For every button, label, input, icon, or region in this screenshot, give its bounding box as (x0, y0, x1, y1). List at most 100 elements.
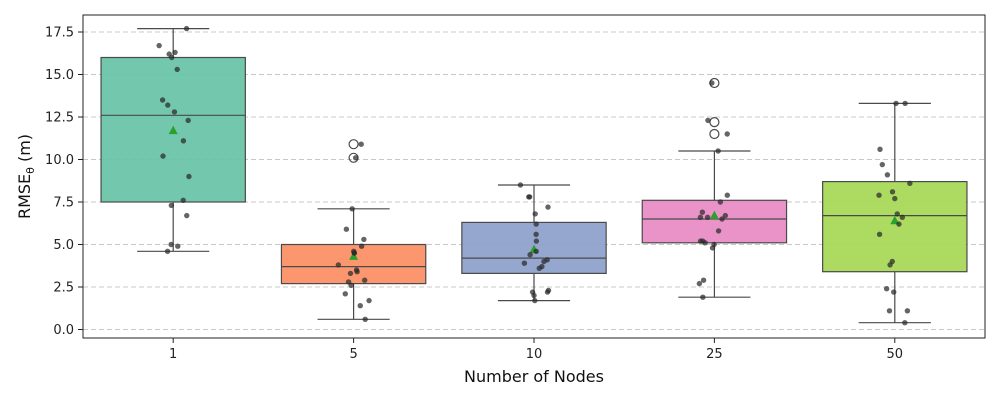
y-axis-label: RMSEθ (m) (15, 134, 37, 219)
strip-point (342, 291, 348, 297)
boxes (100, 28, 968, 324)
strip-point (348, 282, 354, 288)
x-axis-label: Number of Nodes (464, 367, 604, 386)
strip-point (349, 206, 355, 212)
x-tick-label: 25 (706, 347, 723, 362)
strip-point (517, 182, 524, 188)
y-axis-label-subscript: θ (24, 167, 37, 174)
y-tick-label: 10.0 (45, 153, 74, 168)
strip-point (354, 269, 360, 275)
strip-point (361, 236, 367, 243)
strip-point (184, 212, 190, 219)
strip-point (533, 248, 539, 254)
mean-marker (168, 125, 178, 135)
box-group-5 (280, 139, 427, 320)
strip-point (892, 195, 898, 202)
strip-point (366, 297, 372, 304)
strip-point (887, 262, 893, 268)
strip-point (893, 100, 899, 107)
strip-point (879, 161, 886, 168)
strip-point (175, 243, 181, 249)
mean-marker (890, 215, 900, 225)
strip-point (541, 258, 547, 265)
strip-point (531, 292, 537, 299)
x-tick-label: 5 (349, 347, 357, 362)
strip-point (180, 197, 186, 203)
strip-point (536, 265, 542, 271)
strip-point (159, 97, 166, 103)
strip-point (899, 214, 906, 220)
strip-point (877, 146, 883, 152)
strip-point (904, 308, 911, 314)
y-tick-label: 7.5 (53, 196, 74, 211)
x-tick-label: 50 (887, 347, 904, 362)
strip-point (715, 228, 722, 234)
x-tick-label: 1 (169, 347, 177, 362)
strip-point (361, 277, 368, 283)
strip-point (171, 109, 178, 115)
strip-point (164, 248, 171, 254)
box-group-1 (100, 28, 246, 252)
strip-point (696, 280, 703, 287)
y-tick-label: 17.5 (45, 26, 74, 41)
strip-point (876, 231, 883, 237)
y-tick-label: 15.0 (45, 68, 74, 83)
strip-point (362, 316, 368, 322)
strip-point (168, 202, 175, 209)
strip-point (700, 277, 707, 283)
strip-point (180, 138, 187, 144)
strip-point (891, 289, 897, 295)
strip-point (709, 80, 715, 86)
strip-point (343, 226, 350, 232)
strip-point (883, 286, 890, 292)
strip-point (724, 192, 731, 198)
y-axis-ticks: 0.0 2.5 5.0 7.5 10.0 12.5 15.0 17.5 (45, 26, 83, 338)
strip-point (160, 153, 166, 159)
x-axis-ticks: 1 5 10 25 50 (169, 338, 903, 362)
strip-point (185, 117, 191, 124)
strip-point (697, 214, 704, 220)
strip-point (526, 194, 532, 200)
strip-point (545, 204, 551, 210)
strip-point (156, 42, 162, 49)
strip-point (902, 100, 908, 107)
strip-point (700, 294, 706, 300)
strip-point (351, 250, 357, 256)
strip-point (168, 241, 174, 248)
strip-point (697, 238, 704, 244)
strip-point (896, 221, 902, 227)
strip-point (335, 262, 342, 268)
strip-point (876, 192, 882, 198)
strip-point (358, 141, 364, 147)
strip-point (544, 289, 551, 295)
strip-point (352, 155, 359, 161)
strip-point (902, 320, 908, 326)
strip-point (165, 102, 171, 108)
strip-point (889, 189, 896, 195)
y-axis-label-main: RMSE (15, 174, 34, 219)
strip-point (722, 212, 729, 219)
strip-point (907, 180, 913, 186)
outlier-marker (709, 116, 720, 128)
strip-point (174, 66, 180, 73)
box-iqr (822, 181, 968, 273)
strip-point (702, 240, 708, 246)
strip-point (532, 211, 538, 217)
strip-point (347, 270, 354, 277)
strip-point (724, 131, 730, 137)
strip-point (704, 214, 711, 220)
strip-point (357, 303, 363, 309)
strip-point (719, 216, 725, 222)
strip-point (884, 172, 891, 178)
y-axis-label-unit: (m) (15, 134, 34, 167)
strip-point (699, 209, 706, 215)
strip-point (521, 260, 528, 266)
strip-point (705, 117, 711, 124)
box-group-25 (641, 77, 788, 298)
strip-point (709, 245, 716, 251)
strip-point (715, 148, 721, 154)
x-tick-label: 10 (526, 347, 543, 362)
y-tick-label: 0.0 (53, 323, 74, 338)
strip-point (358, 243, 365, 249)
